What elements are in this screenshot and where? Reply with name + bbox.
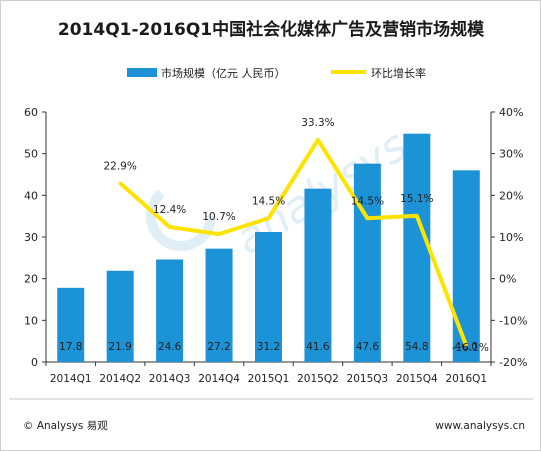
line-labels: 22.9% 12.4% 10.7% 14.5% 33.3% 14.5% 15.1% -16.1… xyxy=(103,117,488,354)
line-point xyxy=(365,216,369,220)
line-value-label: 14.5% xyxy=(252,195,285,207)
bar-value-label: 24.6 xyxy=(158,341,182,353)
growth-rate-line xyxy=(118,137,469,347)
line-point xyxy=(168,225,172,229)
bar xyxy=(304,188,332,362)
line-value-label: -16.1% xyxy=(452,342,489,354)
bar-value-label: 27.2 xyxy=(207,341,230,353)
y-right-tick-label: 20% xyxy=(499,189,523,202)
y-left-tick-label: 40 xyxy=(24,189,38,202)
line-value-label: 12.4% xyxy=(153,204,186,216)
x-tick-label: 2015Q3 xyxy=(347,373,389,385)
line-value-label: 14.5% xyxy=(351,195,384,207)
bar xyxy=(57,287,85,362)
x-tick-label: 2015Q4 xyxy=(396,373,438,385)
bar-value-label: 31.2 xyxy=(257,341,280,353)
line-point xyxy=(415,214,419,218)
line-point xyxy=(118,181,122,185)
footer-url: www.analysys.cn xyxy=(435,420,525,432)
y-left-tick-label: 0 xyxy=(31,356,38,369)
line-value-label: 10.7% xyxy=(202,211,235,223)
x-tick-label: 2015Q1 xyxy=(248,373,290,385)
x-tick-label: 2016Q1 xyxy=(445,373,487,385)
legend-label-bars: 市场规模（亿元 人民币） xyxy=(161,66,286,80)
line-series xyxy=(118,137,469,348)
x-tick-label: 2015Q2 xyxy=(297,373,339,385)
y-left-tick-label: 60 xyxy=(24,106,38,119)
y-right-tick-label: 10% xyxy=(499,231,523,244)
bar xyxy=(156,259,184,362)
y-right-tick-label: 30% xyxy=(499,148,523,161)
bar-value-label: 21.9 xyxy=(108,341,131,353)
y-right-tick-label: 0% xyxy=(499,273,516,286)
y-left-tick-label: 50 xyxy=(24,148,38,161)
chart-title: 2014Q1-2016Q1中国社会化媒体广告及营销市场规模 xyxy=(58,19,485,40)
bar xyxy=(403,133,431,362)
line-value-label: 33.3% xyxy=(301,117,334,129)
line-point xyxy=(316,138,320,142)
bar xyxy=(255,232,282,362)
x-tick-label: 2014Q3 xyxy=(149,373,191,385)
line-point xyxy=(217,232,221,236)
legend-label-line: 环比增长率 xyxy=(371,66,426,80)
bars xyxy=(57,133,480,362)
axes: 0 10 20 30 40 50 60 -20% -10% 0% 10% 20% 30% 40% 2014Q… xyxy=(24,106,527,385)
bar-value-label: 54.8 xyxy=(405,341,428,353)
bar xyxy=(353,163,381,362)
line-value-label: 15.1% xyxy=(400,193,433,205)
legend-swatch-bars xyxy=(127,68,157,77)
line-value-label: 22.9% xyxy=(103,160,136,172)
bar-value-label: 41.6 xyxy=(306,341,330,353)
y-left-tick-label: 20 xyxy=(24,273,38,286)
x-tick-label: 2014Q1 xyxy=(50,373,92,385)
y-right-tick-label: -10% xyxy=(499,314,527,327)
y-right-tick-label: -20% xyxy=(499,356,527,369)
bar-value-label: 47.6 xyxy=(356,341,380,353)
bar-labels: 17.821.924.627.231.241.647.654.846.0 xyxy=(59,341,478,353)
bar xyxy=(106,270,134,362)
x-tick-label: 2014Q2 xyxy=(99,373,141,385)
x-tick-label: 2014Q4 xyxy=(198,373,240,385)
line-point xyxy=(464,344,468,348)
bar-value-label: 17.8 xyxy=(59,341,82,353)
y-left-tick-label: 30 xyxy=(24,231,38,244)
bar xyxy=(452,170,480,362)
y-right-tick-label: 40% xyxy=(499,106,523,119)
line-point xyxy=(267,216,270,220)
footer-copyright: © Analysys 易观 xyxy=(23,420,108,432)
bar xyxy=(205,248,233,362)
y-left-tick-label: 10 xyxy=(24,314,38,327)
